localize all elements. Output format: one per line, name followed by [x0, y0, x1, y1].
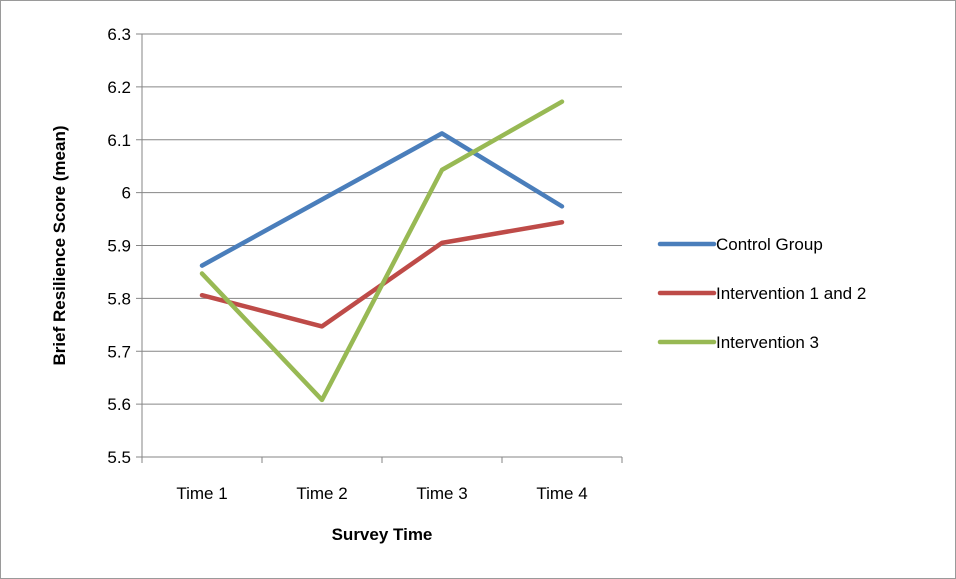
x-tick-labels: Time 1 Time 2 Time 3 Time 4: [176, 484, 587, 503]
y-tick-label: 6.3: [107, 25, 131, 44]
x-tick-label: Time 3: [416, 484, 467, 503]
y-tick-label: 5.5: [107, 448, 131, 467]
y-tick-label: 6.1: [107, 131, 131, 150]
y-axis-title: Brief Resilience Score (mean): [50, 126, 69, 366]
x-tick-label: Time 2: [296, 484, 347, 503]
x-tick-label: Time 4: [536, 484, 587, 503]
series-line-control-group: [199, 131, 565, 268]
y-tick-label: 5.6: [107, 395, 131, 414]
legend: Control Group Intervention 1 and 2 Interve…: [657, 235, 866, 352]
legend-label: Intervention 3: [716, 333, 819, 352]
y-tick-label: 6.2: [107, 78, 131, 97]
x-tick-label: Time 1: [176, 484, 227, 503]
legend-item: Control Group: [657, 235, 823, 254]
series-lines: [199, 99, 565, 403]
legend-label: Control Group: [716, 235, 823, 254]
y-tick-label: 5.7: [107, 342, 131, 361]
legend-item: Intervention 1 and 2: [657, 284, 866, 303]
y-tick-label: 5.9: [107, 237, 131, 256]
legend-item: Intervention 3: [657, 333, 819, 352]
legend-label: Intervention 1 and 2: [716, 284, 866, 303]
x-axis-title: Survey Time: [332, 525, 433, 544]
y-tick-label: 5.8: [107, 289, 131, 308]
gridlines: [142, 33, 622, 458]
series-line-intervention-3: [199, 99, 565, 403]
y-tick-labels: 5.5 5.6 5.7 5.8 5.9 6 6.1 6.2 6.3: [107, 25, 131, 467]
y-tick-label: 6: [122, 184, 131, 203]
axes: [136, 33, 623, 463]
